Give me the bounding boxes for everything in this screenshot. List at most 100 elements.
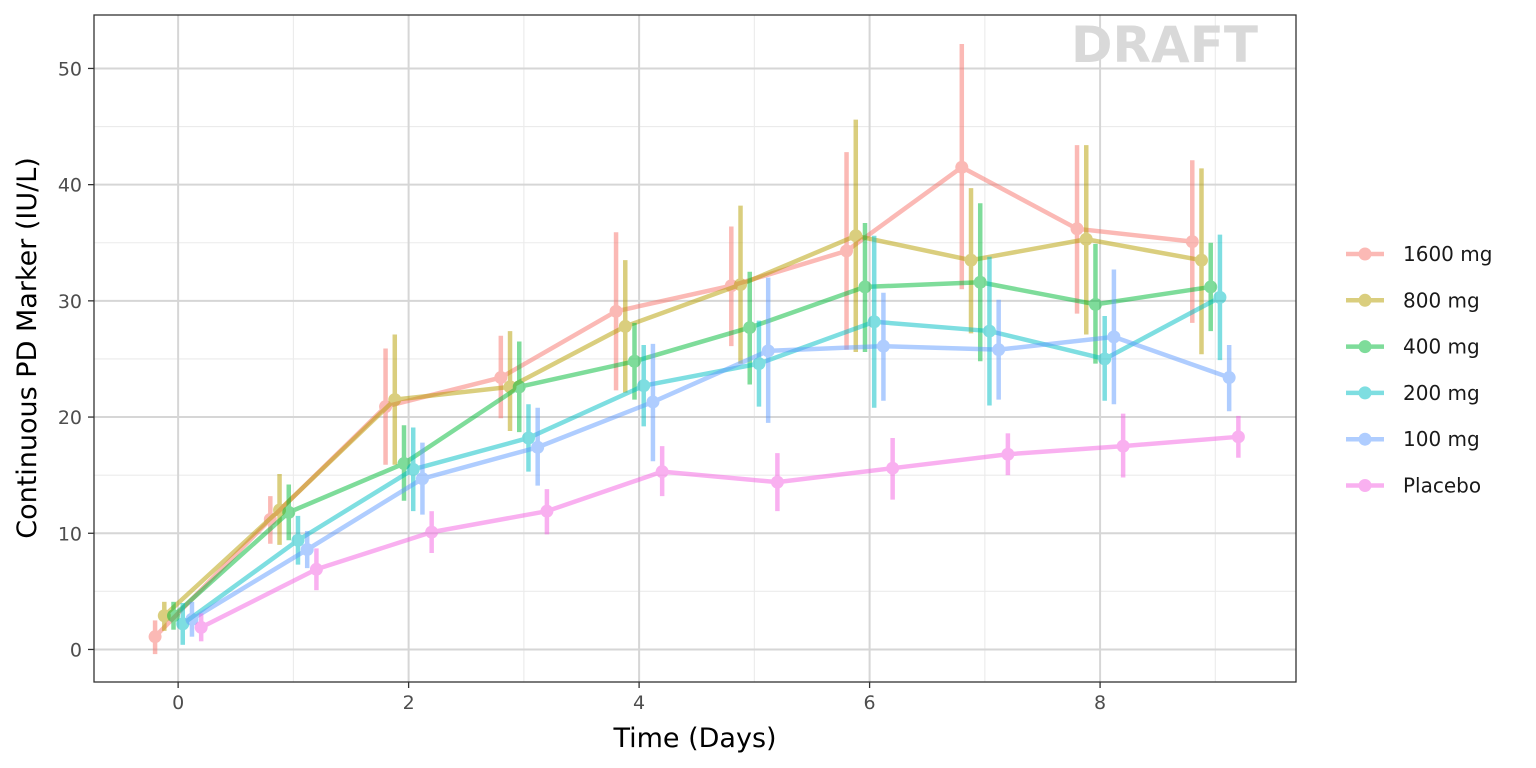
legend-key (1346, 479, 1384, 492)
y-tick-label: 40 (58, 175, 82, 197)
x-tick-label: 2 (403, 692, 415, 714)
legend-key (1346, 432, 1384, 446)
legend-item: 800 mg (1346, 288, 1480, 312)
data-point (858, 280, 872, 294)
data-point (282, 505, 296, 519)
legend-key-point (1358, 432, 1372, 446)
legend-key-point (1358, 247, 1372, 261)
data-point (982, 324, 996, 338)
legend-item: 200 mg (1346, 381, 1480, 405)
x-axis: 0 2 4 6 8 (172, 682, 1106, 714)
data-point (609, 304, 623, 318)
data-point (1107, 330, 1121, 344)
data-point (752, 357, 766, 371)
series-4 (185, 269, 1236, 637)
legend: 1600 mg 800 mg 400 mg 200 mg 100 mg Placebo (1346, 242, 1492, 498)
series-line (162, 233, 1204, 619)
legend-key-point (1358, 386, 1372, 400)
data-point (627, 354, 641, 368)
data-point (973, 275, 987, 289)
data-point (540, 504, 554, 518)
data-point (1098, 352, 1112, 366)
data-point (770, 475, 784, 489)
legend-key-point (1358, 340, 1372, 354)
legend-key-point (1358, 479, 1372, 492)
data-point (637, 379, 651, 393)
y-tick-label: 10 (58, 523, 82, 545)
data-point (1204, 280, 1218, 294)
legend-item: 100 mg (1346, 427, 1480, 451)
data-point (867, 315, 881, 329)
x-tick-label: 4 (633, 692, 645, 714)
data-point (148, 630, 162, 644)
data-point (646, 395, 660, 409)
series-5 (194, 413, 1245, 642)
data-point (167, 609, 181, 623)
data-point (1070, 222, 1084, 236)
series-line (198, 434, 1241, 630)
data-point (761, 344, 775, 358)
data-point (1088, 297, 1102, 311)
y-tick-label: 30 (58, 291, 82, 313)
data-point (992, 343, 1006, 357)
data-point (309, 562, 323, 576)
y-axis-title: Continuous PD Marker (IU/L) (12, 157, 43, 539)
data-point (300, 543, 314, 557)
legend-key (1346, 386, 1384, 400)
series-layer (148, 44, 1245, 655)
data-point (406, 462, 420, 476)
data-point (531, 440, 545, 454)
draft-watermark: DRAFT (1071, 16, 1258, 74)
data-point (734, 278, 748, 292)
series-1 (157, 119, 1208, 631)
data-point (521, 431, 535, 445)
data-point (1116, 439, 1130, 453)
x-axis-title: Time (Days) (612, 723, 776, 754)
legend-key (1346, 293, 1384, 307)
x-tick-label: 0 (172, 692, 184, 714)
data-point (1079, 232, 1093, 246)
y-tick-label: 0 (70, 639, 82, 661)
series-line (189, 334, 1232, 622)
data-point (840, 244, 854, 258)
legend-label: 400 mg (1403, 335, 1480, 359)
data-point (1213, 290, 1227, 304)
legend-item: 1600 mg (1346, 242, 1492, 266)
data-point (1194, 253, 1208, 267)
data-point (512, 380, 526, 394)
legend-key (1346, 247, 1384, 261)
x-tick-label: 8 (1094, 692, 1106, 714)
data-point (618, 319, 632, 333)
data-point (955, 160, 969, 174)
data-point (886, 461, 900, 475)
data-point (494, 371, 508, 385)
legend-key-point (1358, 293, 1372, 307)
data-point (1231, 430, 1245, 444)
series-3 (176, 234, 1227, 645)
data-point (185, 612, 199, 626)
legend-label: 800 mg (1403, 288, 1480, 312)
legend-key (1346, 340, 1384, 354)
legend-item: Placebo (1346, 474, 1481, 498)
data-point (194, 620, 208, 634)
y-tick-label: 50 (58, 58, 82, 80)
data-point (425, 525, 439, 539)
data-point (655, 465, 669, 479)
legend-item: 400 mg (1346, 335, 1480, 359)
legend-label: 1600 mg (1403, 242, 1492, 266)
series-line (171, 280, 1213, 619)
data-point (1185, 235, 1199, 249)
data-point (849, 229, 863, 243)
data-point (388, 393, 402, 407)
data-point (291, 533, 305, 547)
data-point (1222, 371, 1236, 385)
y-axis: 0 10 20 30 40 50 (58, 58, 94, 661)
data-point (876, 339, 890, 353)
y-tick-label: 20 (58, 407, 82, 429)
x-tick-label: 6 (864, 692, 876, 714)
plot-border (93, 14, 1297, 683)
data-point (964, 253, 978, 267)
data-point (157, 609, 171, 623)
data-point (743, 321, 757, 335)
